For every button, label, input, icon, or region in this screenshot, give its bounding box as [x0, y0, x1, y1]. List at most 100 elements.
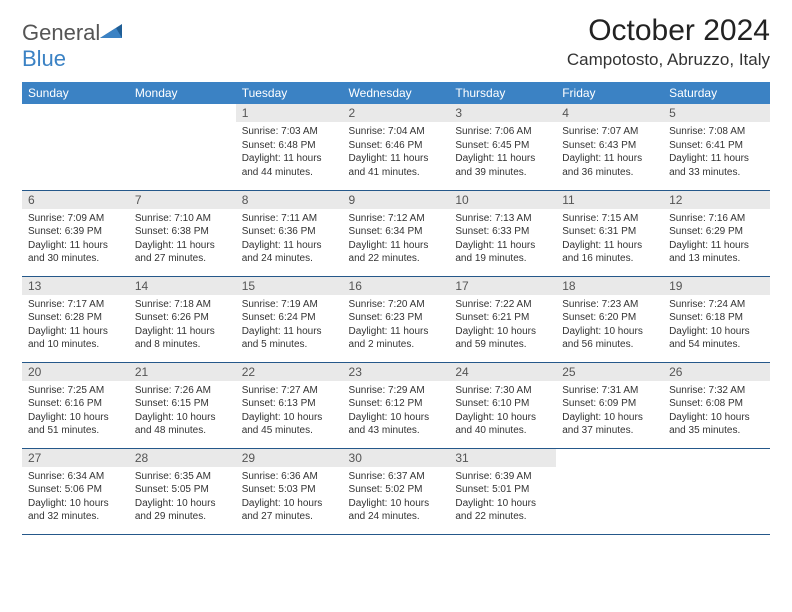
- day-number: 17: [449, 277, 556, 295]
- daylight-text: Daylight: 11 hours and 5 minutes.: [242, 325, 337, 352]
- day-content: Sunrise: 7:09 AMSunset: 6:39 PMDaylight:…: [22, 209, 129, 270]
- day-content: Sunrise: 7:24 AMSunset: 6:18 PMDaylight:…: [663, 295, 770, 356]
- daylight-text: Daylight: 11 hours and 16 minutes.: [562, 239, 657, 266]
- day-number: 5: [663, 104, 770, 122]
- day-number: 3: [449, 104, 556, 122]
- sunrise-text: Sunrise: 7:25 AM: [28, 384, 123, 398]
- daylight-text: Daylight: 10 hours and 40 minutes.: [455, 411, 550, 438]
- calendar-day-cell: 5Sunrise: 7:08 AMSunset: 6:41 PMDaylight…: [663, 104, 770, 190]
- logo: General Blue: [22, 20, 122, 72]
- sunset-text: Sunset: 6:46 PM: [349, 139, 444, 153]
- calendar-day-cell: 15Sunrise: 7:19 AMSunset: 6:24 PMDayligh…: [236, 276, 343, 362]
- sunset-text: Sunset: 6:16 PM: [28, 397, 123, 411]
- calendar-day-cell: 20Sunrise: 7:25 AMSunset: 6:16 PMDayligh…: [22, 362, 129, 448]
- sunset-text: Sunset: 6:29 PM: [669, 225, 764, 239]
- day-content: Sunrise: 7:32 AMSunset: 6:08 PMDaylight:…: [663, 381, 770, 442]
- day-number: 7: [129, 191, 236, 209]
- sunrise-text: Sunrise: 7:11 AM: [242, 212, 337, 226]
- sunset-text: Sunset: 6:24 PM: [242, 311, 337, 325]
- page-header: General Blue October 2024 Campotosto, Ab…: [22, 14, 770, 72]
- calendar-day-cell: 12Sunrise: 7:16 AMSunset: 6:29 PMDayligh…: [663, 190, 770, 276]
- location-subtitle: Campotosto, Abruzzo, Italy: [567, 50, 770, 70]
- daylight-text: Daylight: 11 hours and 2 minutes.: [349, 325, 444, 352]
- sunrise-text: Sunrise: 7:04 AM: [349, 125, 444, 139]
- day-content: Sunrise: 7:22 AMSunset: 6:21 PMDaylight:…: [449, 295, 556, 356]
- sunset-text: Sunset: 6:15 PM: [135, 397, 230, 411]
- day-number: 28: [129, 449, 236, 467]
- day-header: Friday: [556, 82, 663, 104]
- sunset-text: Sunset: 6:33 PM: [455, 225, 550, 239]
- calendar-day-cell: 2 Sunrise: 7:04 AMSunset: 6:46 PMDaylight…: [343, 104, 450, 190]
- sunset-text: Sunset: 6:41 PM: [669, 139, 764, 153]
- calendar-day-cell: 16Sunrise: 7:20 AMSunset: 6:23 PMDayligh…: [343, 276, 450, 362]
- calendar-day-cell: 25Sunrise: 7:31 AMSunset: 6:09 PMDayligh…: [556, 362, 663, 448]
- day-number: 12: [663, 191, 770, 209]
- day-content: Sunrise: 7:07 AMSunset: 6:43 PMDaylight:…: [556, 122, 663, 183]
- daylight-text: Daylight: 11 hours and 36 minutes.: [562, 152, 657, 179]
- logo-text-general: General: [22, 20, 100, 45]
- sunrise-text: Sunrise: 7:31 AM: [562, 384, 657, 398]
- calendar-day-cell: [556, 448, 663, 534]
- sunset-text: Sunset: 5:06 PM: [28, 483, 123, 497]
- sunset-text: Sunset: 6:36 PM: [242, 225, 337, 239]
- calendar-week-row: 13Sunrise: 7:17 AMSunset: 6:28 PMDayligh…: [22, 276, 770, 362]
- day-header: Tuesday: [236, 82, 343, 104]
- sunrise-text: Sunrise: 7:03 AM: [242, 125, 337, 139]
- day-content: Sunrise: 6:35 AMSunset: 5:05 PMDaylight:…: [129, 467, 236, 528]
- sunset-text: Sunset: 5:05 PM: [135, 483, 230, 497]
- sunset-text: Sunset: 6:20 PM: [562, 311, 657, 325]
- sunrise-text: Sunrise: 7:18 AM: [135, 298, 230, 312]
- calendar-week-row: 1Sunrise: 7:03 AMSunset: 6:48 PMDaylight…: [22, 104, 770, 190]
- daylight-text: Daylight: 11 hours and 39 minutes.: [455, 152, 550, 179]
- calendar-week-row: 6Sunrise: 7:09 AMSunset: 6:39 PMDaylight…: [22, 190, 770, 276]
- sunset-text: Sunset: 6:38 PM: [135, 225, 230, 239]
- day-number: 26: [663, 363, 770, 381]
- sunset-text: Sunset: 5:02 PM: [349, 483, 444, 497]
- calendar-week-row: 20Sunrise: 7:25 AMSunset: 6:16 PMDayligh…: [22, 362, 770, 448]
- sunset-text: Sunset: 6:45 PM: [455, 139, 550, 153]
- sunset-text: Sunset: 6:12 PM: [349, 397, 444, 411]
- day-content: Sunrise: 7:30 AMSunset: 6:10 PMDaylight:…: [449, 381, 556, 442]
- sunrise-text: Sunrise: 6:36 AM: [242, 470, 337, 484]
- sunrise-text: Sunrise: 7:22 AM: [455, 298, 550, 312]
- day-content: Sunrise: 7:15 AMSunset: 6:31 PMDaylight:…: [556, 209, 663, 270]
- sunrise-text: Sunrise: 7:24 AM: [669, 298, 764, 312]
- day-content: Sunrise: 7:27 AMSunset: 6:13 PMDaylight:…: [236, 381, 343, 442]
- day-content: Sunrise: 7:10 AMSunset: 6:38 PMDaylight:…: [129, 209, 236, 270]
- day-number: 6: [22, 191, 129, 209]
- daylight-text: Daylight: 11 hours and 19 minutes.: [455, 239, 550, 266]
- sunset-text: Sunset: 5:03 PM: [242, 483, 337, 497]
- daylight-text: Daylight: 10 hours and 24 minutes.: [349, 497, 444, 524]
- daylight-text: Daylight: 11 hours and 22 minutes.: [349, 239, 444, 266]
- calendar-day-cell: 23Sunrise: 7:29 AMSunset: 6:12 PMDayligh…: [343, 362, 450, 448]
- day-content: Sunrise: 6:36 AMSunset: 5:03 PMDaylight:…: [236, 467, 343, 528]
- calendar-day-cell: 7Sunrise: 7:10 AMSunset: 6:38 PMDaylight…: [129, 190, 236, 276]
- day-header: Monday: [129, 82, 236, 104]
- sunrise-text: Sunrise: 7:16 AM: [669, 212, 764, 226]
- calendar-day-cell: 6Sunrise: 7:09 AMSunset: 6:39 PMDaylight…: [22, 190, 129, 276]
- sunset-text: Sunset: 6:18 PM: [669, 311, 764, 325]
- day-content: Sunrise: 6:37 AMSunset: 5:02 PMDaylight:…: [343, 467, 450, 528]
- daylight-text: Daylight: 10 hours and 35 minutes.: [669, 411, 764, 438]
- daylight-text: Daylight: 11 hours and 24 minutes.: [242, 239, 337, 266]
- calendar-day-cell: 26Sunrise: 7:32 AMSunset: 6:08 PMDayligh…: [663, 362, 770, 448]
- sunrise-text: Sunrise: 6:34 AM: [28, 470, 123, 484]
- sunset-text: Sunset: 6:23 PM: [349, 311, 444, 325]
- calendar-day-cell: 31Sunrise: 6:39 AMSunset: 5:01 PMDayligh…: [449, 448, 556, 534]
- calendar-table: SundayMondayTuesdayWednesdayThursdayFrid…: [22, 82, 770, 535]
- sunrise-text: Sunrise: 7:13 AM: [455, 212, 550, 226]
- calendar-day-cell: 30Sunrise: 6:37 AMSunset: 5:02 PMDayligh…: [343, 448, 450, 534]
- day-number: 25: [556, 363, 663, 381]
- day-number: 2: [343, 104, 450, 122]
- calendar-day-cell: 8Sunrise: 7:11 AMSunset: 6:36 PMDaylight…: [236, 190, 343, 276]
- calendar-day-cell: 10Sunrise: 7:13 AMSunset: 6:33 PMDayligh…: [449, 190, 556, 276]
- logo-triangle-icon: [100, 22, 122, 40]
- day-number: 18: [556, 277, 663, 295]
- day-content: Sunrise: 7:13 AMSunset: 6:33 PMDaylight:…: [449, 209, 556, 270]
- daylight-text: Daylight: 11 hours and 41 minutes.: [349, 152, 444, 179]
- day-number: 15: [236, 277, 343, 295]
- day-content: Sunrise: 7:06 AMSunset: 6:45 PMDaylight:…: [449, 122, 556, 183]
- sunrise-text: Sunrise: 7:08 AM: [669, 125, 764, 139]
- day-content: Sunrise: 7:25 AMSunset: 6:16 PMDaylight:…: [22, 381, 129, 442]
- sunrise-text: Sunrise: 7:29 AM: [349, 384, 444, 398]
